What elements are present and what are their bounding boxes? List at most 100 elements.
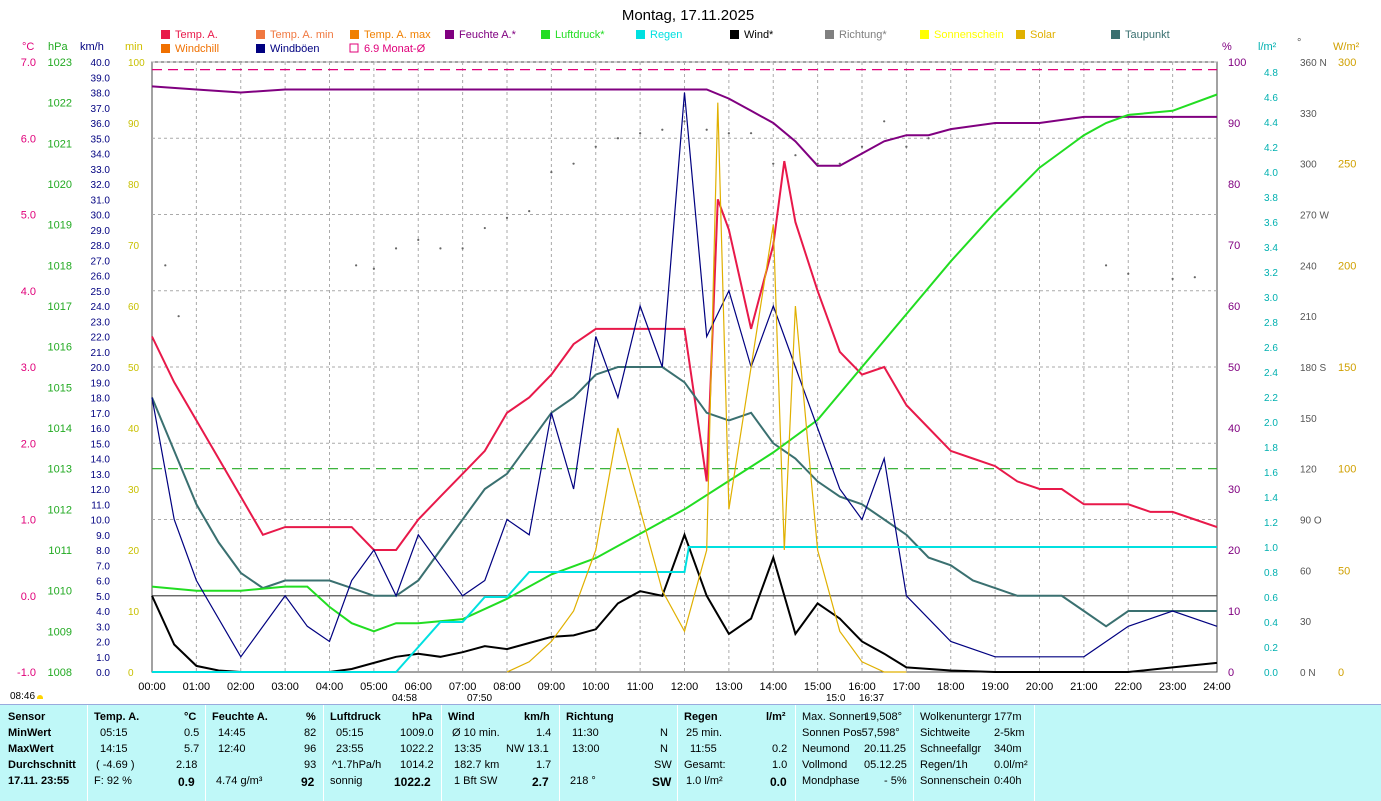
legend-label: Luftdruck* [555, 29, 605, 41]
stats-panel: Sensor MinWert MaxWert Durchschnitt 17.1… [0, 704, 1381, 801]
direction-point [1193, 276, 1196, 279]
day-length-label: 08:46 [10, 691, 44, 702]
wind-tick: 25.0 [91, 287, 111, 298]
direction-point [727, 132, 730, 135]
time-tick: 06:00 [404, 681, 432, 693]
press-max-time: 23:55 [336, 743, 364, 755]
legend-label: Temp. A. min [270, 29, 334, 41]
direction-point [355, 264, 358, 267]
legend-swatch [541, 30, 550, 39]
legend-label: Windchill [175, 43, 219, 55]
pressure-tick: 1011 [48, 545, 72, 557]
rain-total-label: Gesamt: [684, 759, 726, 771]
wind-tick: 6.0 [96, 577, 110, 588]
temp-tick: 6.0 [21, 133, 36, 145]
direction-point [705, 128, 708, 131]
dir-tick: 330 [1300, 109, 1317, 120]
rain-tick: 3.4 [1264, 243, 1278, 254]
header-rain-unit: l/m² [766, 711, 786, 723]
weather-word: sonnig [330, 775, 363, 787]
hum-min-time: 14:45 [218, 727, 246, 739]
direction-point [772, 162, 775, 165]
wind-current: 2.7 [532, 775, 549, 789]
dir-avg-value: SW [654, 759, 672, 771]
direction-point [661, 128, 664, 131]
rain-tick: 4.6 [1264, 93, 1278, 104]
wind-tick: 29.0 [91, 226, 111, 237]
wind-tick: 37.0 [91, 104, 111, 115]
unit-rain: l/m² [1258, 41, 1277, 53]
header-wind: Wind [448, 711, 475, 723]
stats-col-extra: Wolkenuntergr 177m Sichtweite 2-5km Schn… [914, 705, 1034, 801]
legend-label: Feuchte A.* [459, 29, 517, 41]
legend-swatch [1016, 30, 1025, 39]
divider [205, 705, 206, 801]
dir-max-value: N [660, 743, 668, 755]
extra-label-3: Schneefallgr [920, 743, 982, 755]
sun-tick: 30 [128, 485, 140, 496]
weather-chart: Montag, 17.11.2025 Temp. A. Temp. A. min T… [17, 7, 1360, 704]
wind-tick: 30.0 [91, 211, 111, 222]
legend-swatch [350, 30, 359, 39]
press-min-value: 1009.0 [400, 727, 434, 739]
chart-title: Montag, 17.11.2025 [622, 7, 754, 24]
wind-tick: 24.0 [91, 302, 111, 313]
sun-tick: 0 [128, 668, 134, 679]
legend-swatch [636, 30, 645, 39]
dir-tick: 180 S [1300, 363, 1326, 374]
extra-label-4: Regen/1h [920, 759, 968, 771]
divider [87, 705, 88, 801]
series-line [151, 92, 1218, 658]
wind-tick: 31.0 [91, 195, 111, 206]
legend-label: Taupunkt [1125, 29, 1170, 41]
rain-tick: 1.0 [1264, 543, 1278, 554]
unit-temp: °C [22, 41, 34, 53]
solar-tick: 100 [1338, 464, 1356, 476]
wind-avg-value: 1.4 [536, 727, 552, 739]
temp-min-value: 0.5 [184, 727, 200, 739]
wind-tick: 1.0 [96, 653, 110, 664]
legend: Temp. A. Temp. A. min Temp. A. max Feuchte … [161, 29, 1170, 55]
header-temp-unit: °C [184, 711, 197, 723]
legend-label: Sonnenschein [934, 29, 1004, 41]
temp-tick: -1.0 [17, 667, 36, 679]
rain-tick: 4.4 [1264, 118, 1278, 129]
wind-tick: 16.0 [91, 424, 111, 435]
astro-label-1: Max. Sonnen [802, 711, 867, 723]
wind-tick: 38.0 [91, 89, 111, 100]
temp-max-time: 14:15 [100, 743, 128, 755]
rain-tick: 3.6 [1264, 218, 1278, 229]
sun-tick: 60 [128, 302, 140, 313]
unit-pressure: hPa [48, 41, 68, 53]
temp-min-time: 05:15 [100, 727, 128, 739]
hum-current: 92 [301, 775, 315, 789]
legend-label: Wind* [744, 29, 774, 41]
time-tick: 08:00 [493, 681, 521, 693]
humidity-tick: 50 [1228, 362, 1240, 374]
hum-max-value: 96 [304, 743, 317, 755]
legend-label: Windböen [270, 43, 320, 55]
time-tick: 22:00 [1114, 681, 1142, 693]
wind-tick: 17.0 [91, 409, 111, 420]
dir-max-time: 13:00 [572, 743, 600, 755]
direction-point [794, 154, 797, 157]
rain-tick: 0.4 [1264, 618, 1278, 629]
pressure-tick: 1019 [48, 220, 72, 232]
dir-tick: 150 [1300, 414, 1317, 425]
legend-swatch [1111, 30, 1120, 39]
extra-value-1: 177m [994, 711, 1022, 723]
legend-swatch [256, 44, 265, 53]
header-press-unit: hPa [412, 711, 433, 723]
sun-tick: 80 [128, 180, 140, 191]
wind-tick: 32.0 [91, 180, 111, 191]
direction-point [594, 145, 597, 148]
rain-tick: 3.8 [1264, 193, 1278, 204]
humidity-tick: 40 [1228, 423, 1240, 435]
time-tick: 10:00 [582, 681, 610, 693]
humidity-tick: 30 [1228, 484, 1240, 496]
time-tick: 14:00 [759, 681, 787, 693]
astro-label-5: Mondphase [802, 775, 860, 787]
astro-label-2: Sonnen Pos [802, 727, 862, 739]
humidity-tick: 20 [1228, 545, 1240, 557]
legend-swatch [825, 30, 834, 39]
